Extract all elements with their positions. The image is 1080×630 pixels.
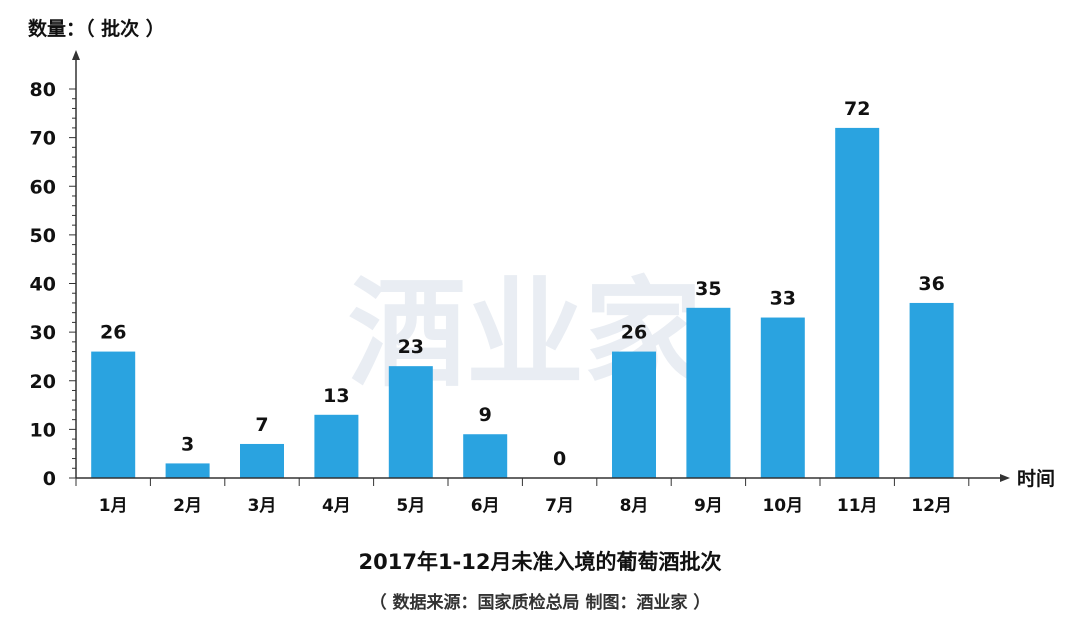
y-tick-label: 30: [30, 322, 56, 344]
bar: [240, 443, 284, 478]
chart-subtitle: （ 数据来源：国家质检总局 制图：酒业家 ）: [369, 593, 711, 613]
bar: [909, 302, 954, 478]
data-label: 3: [181, 433, 194, 455]
category-label: 1月: [99, 496, 128, 516]
data-label: 23: [398, 336, 424, 358]
category-label: 2月: [173, 496, 202, 516]
category-label: 9月: [694, 496, 723, 516]
chart-title: 2017年1-12月未准入境的葡萄酒批次: [358, 550, 722, 574]
category-label: 6月: [471, 496, 500, 516]
bar: [686, 307, 731, 478]
bar: [463, 434, 508, 478]
bar: [314, 414, 359, 478]
y-tick-label: 0: [43, 468, 56, 490]
y-tick-label: 40: [30, 274, 56, 296]
category-label: 8月: [620, 496, 649, 516]
y-tick-label: 60: [30, 176, 56, 198]
bar: [91, 351, 136, 478]
category-label: 10月: [762, 496, 803, 516]
y-tick-label: 20: [30, 371, 56, 393]
bar: [165, 463, 210, 478]
y-axis-title: 数量：（ 批次 ）: [28, 17, 165, 40]
category-label: 4月: [322, 496, 351, 516]
data-label: 72: [844, 98, 870, 120]
category-label: 3月: [248, 496, 277, 516]
category-label: 11月: [837, 496, 878, 516]
x-axis-arrow: [1000, 474, 1010, 482]
data-label: 33: [770, 288, 796, 310]
bar: [388, 366, 433, 478]
data-label: 26: [621, 322, 647, 344]
x-axis-title: 时间: [1017, 468, 1055, 490]
bar: [835, 127, 880, 479]
y-axis-arrow: [72, 50, 80, 60]
bars-group: 26 3 7 13 23 9 0 26 35 33 72 36: [91, 98, 954, 479]
data-label: 35: [695, 278, 721, 300]
data-label: 36: [918, 273, 944, 295]
data-label: 0: [553, 448, 566, 470]
y-tick-label: 10: [30, 419, 56, 441]
category-label: 5月: [396, 496, 425, 516]
data-label: 13: [323, 385, 349, 407]
y-tick-label: 50: [30, 225, 56, 247]
data-label: 7: [255, 414, 268, 436]
category-label: 12月: [911, 496, 952, 516]
bar: [760, 317, 805, 478]
category-label: 7月: [545, 496, 574, 516]
data-label: 9: [479, 404, 492, 426]
data-label: 26: [100, 322, 126, 344]
y-tick-label: 80: [30, 79, 56, 101]
y-tick-label: 70: [30, 128, 56, 150]
bar: [612, 351, 656, 478]
